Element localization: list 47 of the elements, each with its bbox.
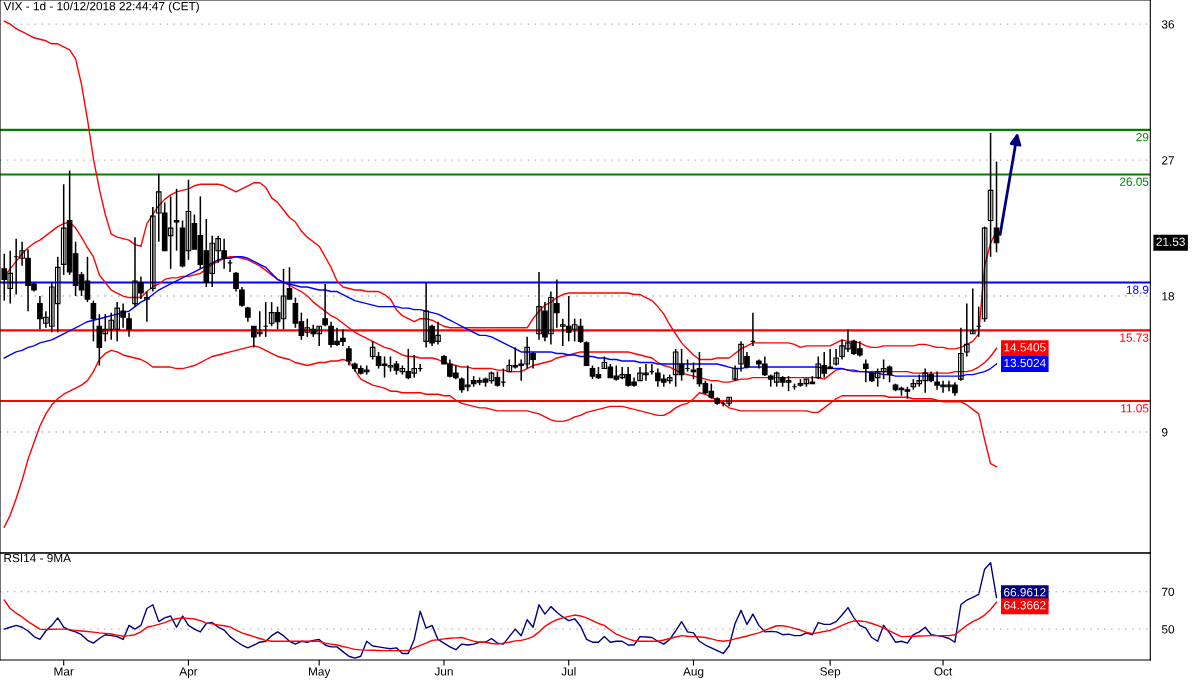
x-tick-label: Apr [179, 667, 198, 678]
y-tick-label: 27 [1162, 156, 1174, 165]
line-series [3, 599, 998, 652]
y-tick-label: 36 [1161, 20, 1175, 29]
x-tick-label: Mar [54, 667, 74, 676]
data-label: 66.9612 [1004, 588, 1046, 597]
candlestick [981, 225, 988, 323]
candlestick [958, 327, 964, 382]
x-tick-label: Aug [683, 667, 704, 678]
x-tick-label: Oct [934, 667, 953, 676]
candlestick [987, 132, 994, 258]
text: 21.53 [1156, 237, 1185, 246]
x-tick-label: Sep [820, 667, 841, 678]
ref-line-label: 18.9 [1126, 285, 1149, 294]
candlestick [239, 286, 245, 308]
chart-title: VIX - 1d - 10/12/2018 22:44:47 (CET) [3, 1, 199, 13]
candlestick [322, 283, 328, 328]
x-tick-label: Jun [434, 667, 453, 676]
data-label: 13.5024 [1004, 358, 1046, 368]
candlestick [150, 206, 156, 293]
data-label: 64.3662 [1004, 601, 1046, 610]
chart-title: RSI14 - 9MA [4, 553, 71, 563]
candlestick [126, 311, 132, 338]
candlestick [346, 345, 352, 367]
candlestick [173, 188, 180, 252]
y-tick-label: 70 [1162, 587, 1175, 597]
candlestick [833, 348, 839, 367]
ref-line-label: 29 [1136, 132, 1149, 142]
x-tick-label: May [309, 667, 331, 678]
candlestick [993, 160, 1000, 254]
candlestick [233, 271, 239, 293]
x-tick-label: Jul [561, 666, 576, 676]
candlestick [90, 299, 97, 343]
data-label: 14.5405 [1004, 343, 1046, 352]
ref-line-label: 11.05 [1121, 404, 1149, 413]
y-tick-label: 50 [1161, 625, 1175, 634]
candlestick [144, 290, 150, 323]
y-tick-label: 9 [1161, 428, 1168, 437]
line-series [3, 561, 998, 659]
candlestick [583, 340, 590, 367]
ref-line-label: 26.05 [1119, 177, 1149, 186]
candlestick [963, 302, 970, 358]
candlestick [969, 287, 976, 335]
ref-line-label: 15.73 [1120, 333, 1149, 342]
candlestick [732, 364, 738, 382]
candlestick [862, 358, 869, 383]
y-tick-label: 18 [1162, 292, 1175, 301]
